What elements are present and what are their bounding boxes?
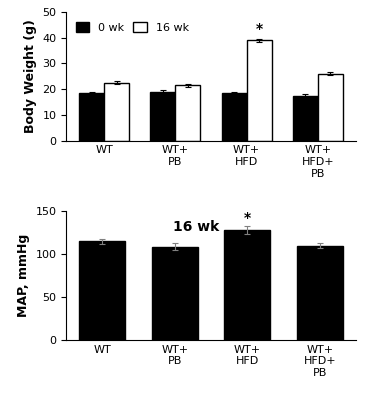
Legend: 0 wk, 16 wk: 0 wk, 16 wk	[72, 18, 193, 37]
Bar	[79, 241, 125, 340]
Bar	[79, 93, 104, 141]
Bar	[222, 93, 247, 141]
Text: 16 wk: 16 wk	[173, 220, 219, 234]
Bar	[150, 92, 175, 141]
Text: *: *	[255, 22, 263, 36]
Text: *: *	[244, 211, 251, 225]
Y-axis label: Body Weight (g): Body Weight (g)	[23, 19, 37, 133]
Bar	[175, 85, 200, 141]
Y-axis label: MAP, mmHg: MAP, mmHg	[17, 234, 30, 317]
Bar	[104, 83, 129, 141]
Bar	[152, 246, 197, 340]
Bar	[225, 230, 270, 340]
Bar	[318, 74, 343, 141]
Bar	[297, 246, 343, 340]
Bar	[293, 96, 318, 141]
Bar	[247, 40, 272, 141]
